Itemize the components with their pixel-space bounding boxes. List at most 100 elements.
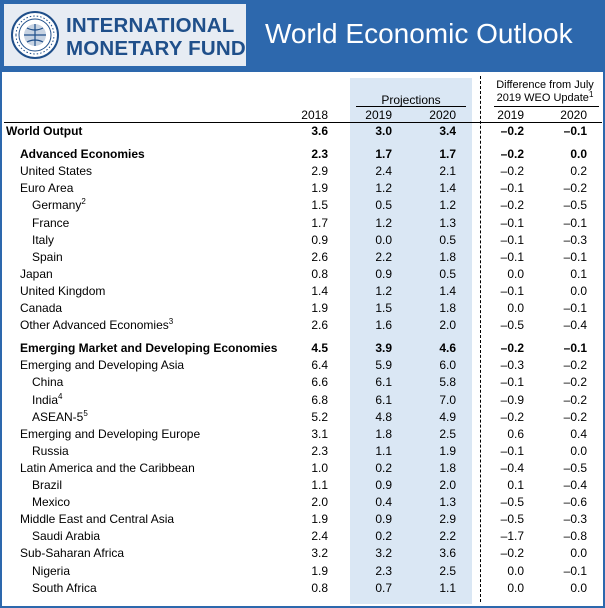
col-header-2020: 2020 xyxy=(429,108,456,122)
cell-diff-2019: 0.0 xyxy=(507,301,524,315)
row-label-text: Advanced Economies xyxy=(20,147,145,162)
cell-2020: 0.5 xyxy=(439,266,456,281)
row-label: Brazil xyxy=(32,478,62,492)
cell-diff-2020: –0.1 xyxy=(563,249,587,264)
row-label-text: Sub-Saharan Africa xyxy=(20,546,125,561)
cell-diff-2020: –0.6 xyxy=(563,495,587,510)
cell-2020: 5.8 xyxy=(439,375,456,390)
cell-diff-2019: 0.0 xyxy=(507,563,524,578)
cell-diff-2020: 0.2 xyxy=(570,164,587,179)
cell-2019: 3.0 xyxy=(375,124,392,138)
cell-2018: 0.8 xyxy=(311,266,328,281)
cell-2020: 3.6 xyxy=(439,546,456,561)
row-label: Emerging Market and Developing Economies xyxy=(20,341,277,355)
cell-2020: 2.9 xyxy=(439,512,456,527)
row-label: United States xyxy=(20,164,92,178)
row-label-text: World Output xyxy=(6,124,83,138)
cell-2019: 2.2 xyxy=(375,249,392,264)
cell-2019: 4.8 xyxy=(375,409,392,424)
row-label-text: Emerging and Developing Asia xyxy=(20,358,185,373)
row-label-text: Brazil xyxy=(32,478,63,492)
cell-2019: 1.1 xyxy=(375,443,392,458)
cell-diff-2020: –0.3 xyxy=(563,512,587,527)
cell-diff-2020: –0.8 xyxy=(563,529,587,544)
cell-2019: 0.4 xyxy=(375,495,392,510)
cell-diff-2019: –0.2 xyxy=(500,198,524,213)
cell-2019: 0.0 xyxy=(375,232,392,247)
cell-diff-2020: –0.1 xyxy=(563,341,587,356)
cell-2018: 3.2 xyxy=(311,546,328,561)
difference-footnote-marker: 1 xyxy=(588,90,594,99)
cell-2018: 1.9 xyxy=(311,181,328,196)
cell-diff-2020: 0.0 xyxy=(570,546,587,561)
cell-diff-2019: 0.1 xyxy=(507,478,524,492)
cell-2020: 1.7 xyxy=(439,147,456,162)
cell-2020: 1.8 xyxy=(439,301,456,315)
cell-2020: 7.0 xyxy=(439,392,456,407)
difference-rule xyxy=(494,106,599,107)
row-label-text: United States xyxy=(20,164,93,179)
row-label: Saudi Arabia xyxy=(32,529,100,543)
row-label-text: Emerging and Developing Europe xyxy=(20,426,201,441)
cell-diff-2019: –0.1 xyxy=(500,181,524,196)
cell-diff-2019: –0.4 xyxy=(500,460,524,475)
cell-diff-2020: 0.0 xyxy=(570,580,587,595)
cell-2018: 6.8 xyxy=(311,392,328,407)
cell-diff-2019: –0.1 xyxy=(500,375,524,390)
cell-2019: 0.2 xyxy=(375,460,392,475)
cell-2020: 1.9 xyxy=(439,443,456,458)
cell-2018: 3.6 xyxy=(311,124,328,138)
cell-2019: 1.7 xyxy=(375,147,392,162)
cell-2018: 6.4 xyxy=(311,358,328,373)
cell-2018: 2.0 xyxy=(311,495,328,510)
row-label-text: Mexico xyxy=(32,495,71,510)
cell-diff-2019: –0.2 xyxy=(500,147,524,162)
cell-2020: 2.1 xyxy=(439,164,456,179)
cell-2020: 3.4 xyxy=(439,124,456,138)
cell-2018: 1.5 xyxy=(311,198,328,213)
cell-2020: 1.4 xyxy=(439,283,456,298)
footnote-marker: 5 xyxy=(83,408,88,418)
col-header-diff-2019: 2019 xyxy=(497,108,524,122)
page-title: World Economic Outlook xyxy=(265,18,573,49)
cell-2018: 2.3 xyxy=(311,147,328,162)
cell-2019: 1.2 xyxy=(375,283,392,298)
row-label-text: South Africa xyxy=(32,580,97,595)
cell-diff-2020: –0.5 xyxy=(563,460,587,475)
cell-diff-2019: –0.2 xyxy=(500,164,524,179)
cell-2018: 1.1 xyxy=(311,478,328,492)
cell-diff-2019: 0.0 xyxy=(507,580,524,595)
growth-table-panel: Projections Difference from July 2019 WE… xyxy=(2,72,603,606)
footnote-marker: 4 xyxy=(58,391,63,401)
cell-2018: 2.6 xyxy=(311,318,328,333)
cell-2019: 6.1 xyxy=(375,392,392,407)
difference-group-header-line2: 2019 WEO Update1 xyxy=(496,90,594,105)
row-label: Germany2 xyxy=(32,197,86,213)
cell-diff-2020: –0.4 xyxy=(563,318,587,333)
cell-diff-2019: –0.5 xyxy=(500,512,524,527)
cell-2018: 2.6 xyxy=(311,249,328,264)
row-label: Latin America and the Caribbean xyxy=(20,461,195,475)
footnote-marker: 3 xyxy=(168,317,174,327)
cell-2018: 4.5 xyxy=(311,341,328,356)
logo-line-2: MONETARY FUND xyxy=(66,37,246,60)
cell-2019: 3.9 xyxy=(375,341,392,356)
logo-line-1: INTERNATIONAL xyxy=(66,14,235,37)
col-header-2019: 2019 xyxy=(365,108,392,122)
cell-diff-2019: –0.1 xyxy=(500,443,524,458)
cell-diff-2019: –0.9 xyxy=(500,392,524,407)
cell-diff-2020: –0.2 xyxy=(563,375,587,390)
cell-2019: 1.2 xyxy=(375,181,392,196)
row-label-text: Japan xyxy=(20,266,53,281)
row-label-text: Nigeria xyxy=(32,563,71,578)
logo-text: INTERNATIONAL MONETARY FUND xyxy=(66,14,246,60)
row-label-text: Russia xyxy=(32,443,69,458)
cell-2018: 2.3 xyxy=(311,443,328,458)
cell-2018: 1.7 xyxy=(311,215,328,230)
section-divider xyxy=(480,76,481,602)
footnote-marker: 2 xyxy=(81,197,86,207)
cell-diff-2020: 0.0 xyxy=(570,443,587,458)
row-label: Russia xyxy=(32,444,69,458)
row-label-text: Germany xyxy=(32,198,82,213)
cell-diff-2019: –0.1 xyxy=(500,232,524,247)
